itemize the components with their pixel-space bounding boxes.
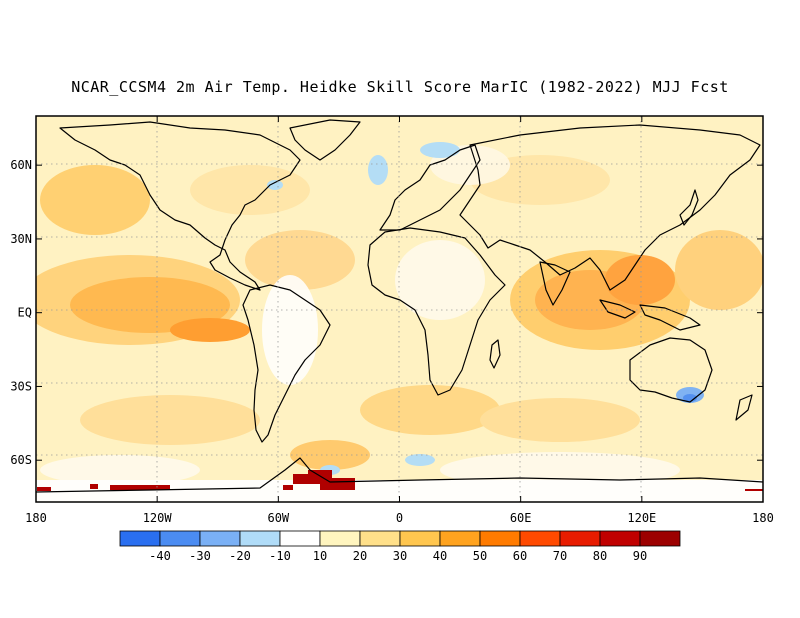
colorbar-swatch [239, 530, 281, 547]
lon-label: 180 [25, 511, 47, 525]
lat-label: 30S [10, 379, 32, 393]
lat-label: EQ [18, 306, 32, 320]
colorbar-label: 80 [593, 549, 607, 563]
lon-label: 180 [752, 511, 774, 525]
longitude-axis: 180 120W 60W 0 60E 120E 180 [25, 116, 774, 525]
graticule [36, 116, 763, 502]
lat-label: 30N [10, 232, 32, 246]
colorbar-swatch [159, 530, 201, 547]
colorbar-swatch [519, 530, 561, 547]
lat-label: 60N [10, 158, 32, 172]
colorbar-label: -10 [269, 549, 291, 563]
colorbar-label: -20 [229, 549, 251, 563]
colorbar-label: 70 [553, 549, 567, 563]
colorbar-swatch [359, 530, 401, 547]
colorbar-label: 40 [433, 549, 447, 563]
colorbar-swatch [319, 530, 361, 547]
colorbar-swatch [279, 530, 321, 547]
colorbar-label: -30 [189, 549, 211, 563]
lon-label: 120W [143, 511, 173, 525]
lon-label: 120E [627, 511, 656, 525]
lon-label: 0 [396, 511, 403, 525]
colorbar-swatch [199, 530, 241, 547]
coastlines [36, 119, 763, 493]
colorbar-label: 10 [313, 549, 327, 563]
colorbar-label: 60 [513, 549, 527, 563]
colorbar-swatch [559, 530, 601, 547]
lat-label: 60S [10, 453, 32, 467]
colorbar-label: -40 [149, 549, 171, 563]
colorbar-label: 30 [393, 549, 407, 563]
colorbar-swatch [399, 530, 441, 547]
colorbar-label: 20 [353, 549, 367, 563]
colorbar: -40 -30 -20 -10 10 20 30 40 50 60 70 80 90 [119, 530, 681, 563]
colorbar-swatch [599, 530, 641, 547]
colorbar-swatch [639, 530, 681, 547]
colorbar-swatch [119, 530, 161, 547]
colorbar-swatch [439, 530, 481, 547]
colorbar-label: 50 [473, 549, 487, 563]
colorbar-label: 90 [633, 549, 647, 563]
latitude-axis: 60N 30N EQ 30S 60S [10, 158, 763, 467]
lon-label: 60E [510, 511, 532, 525]
map-title: NCAR_CCSM4 2m Air Temp. Heidke Skill Sco… [71, 78, 729, 96]
colorbar-swatch [479, 530, 521, 547]
lon-label: 60W [267, 511, 289, 525]
